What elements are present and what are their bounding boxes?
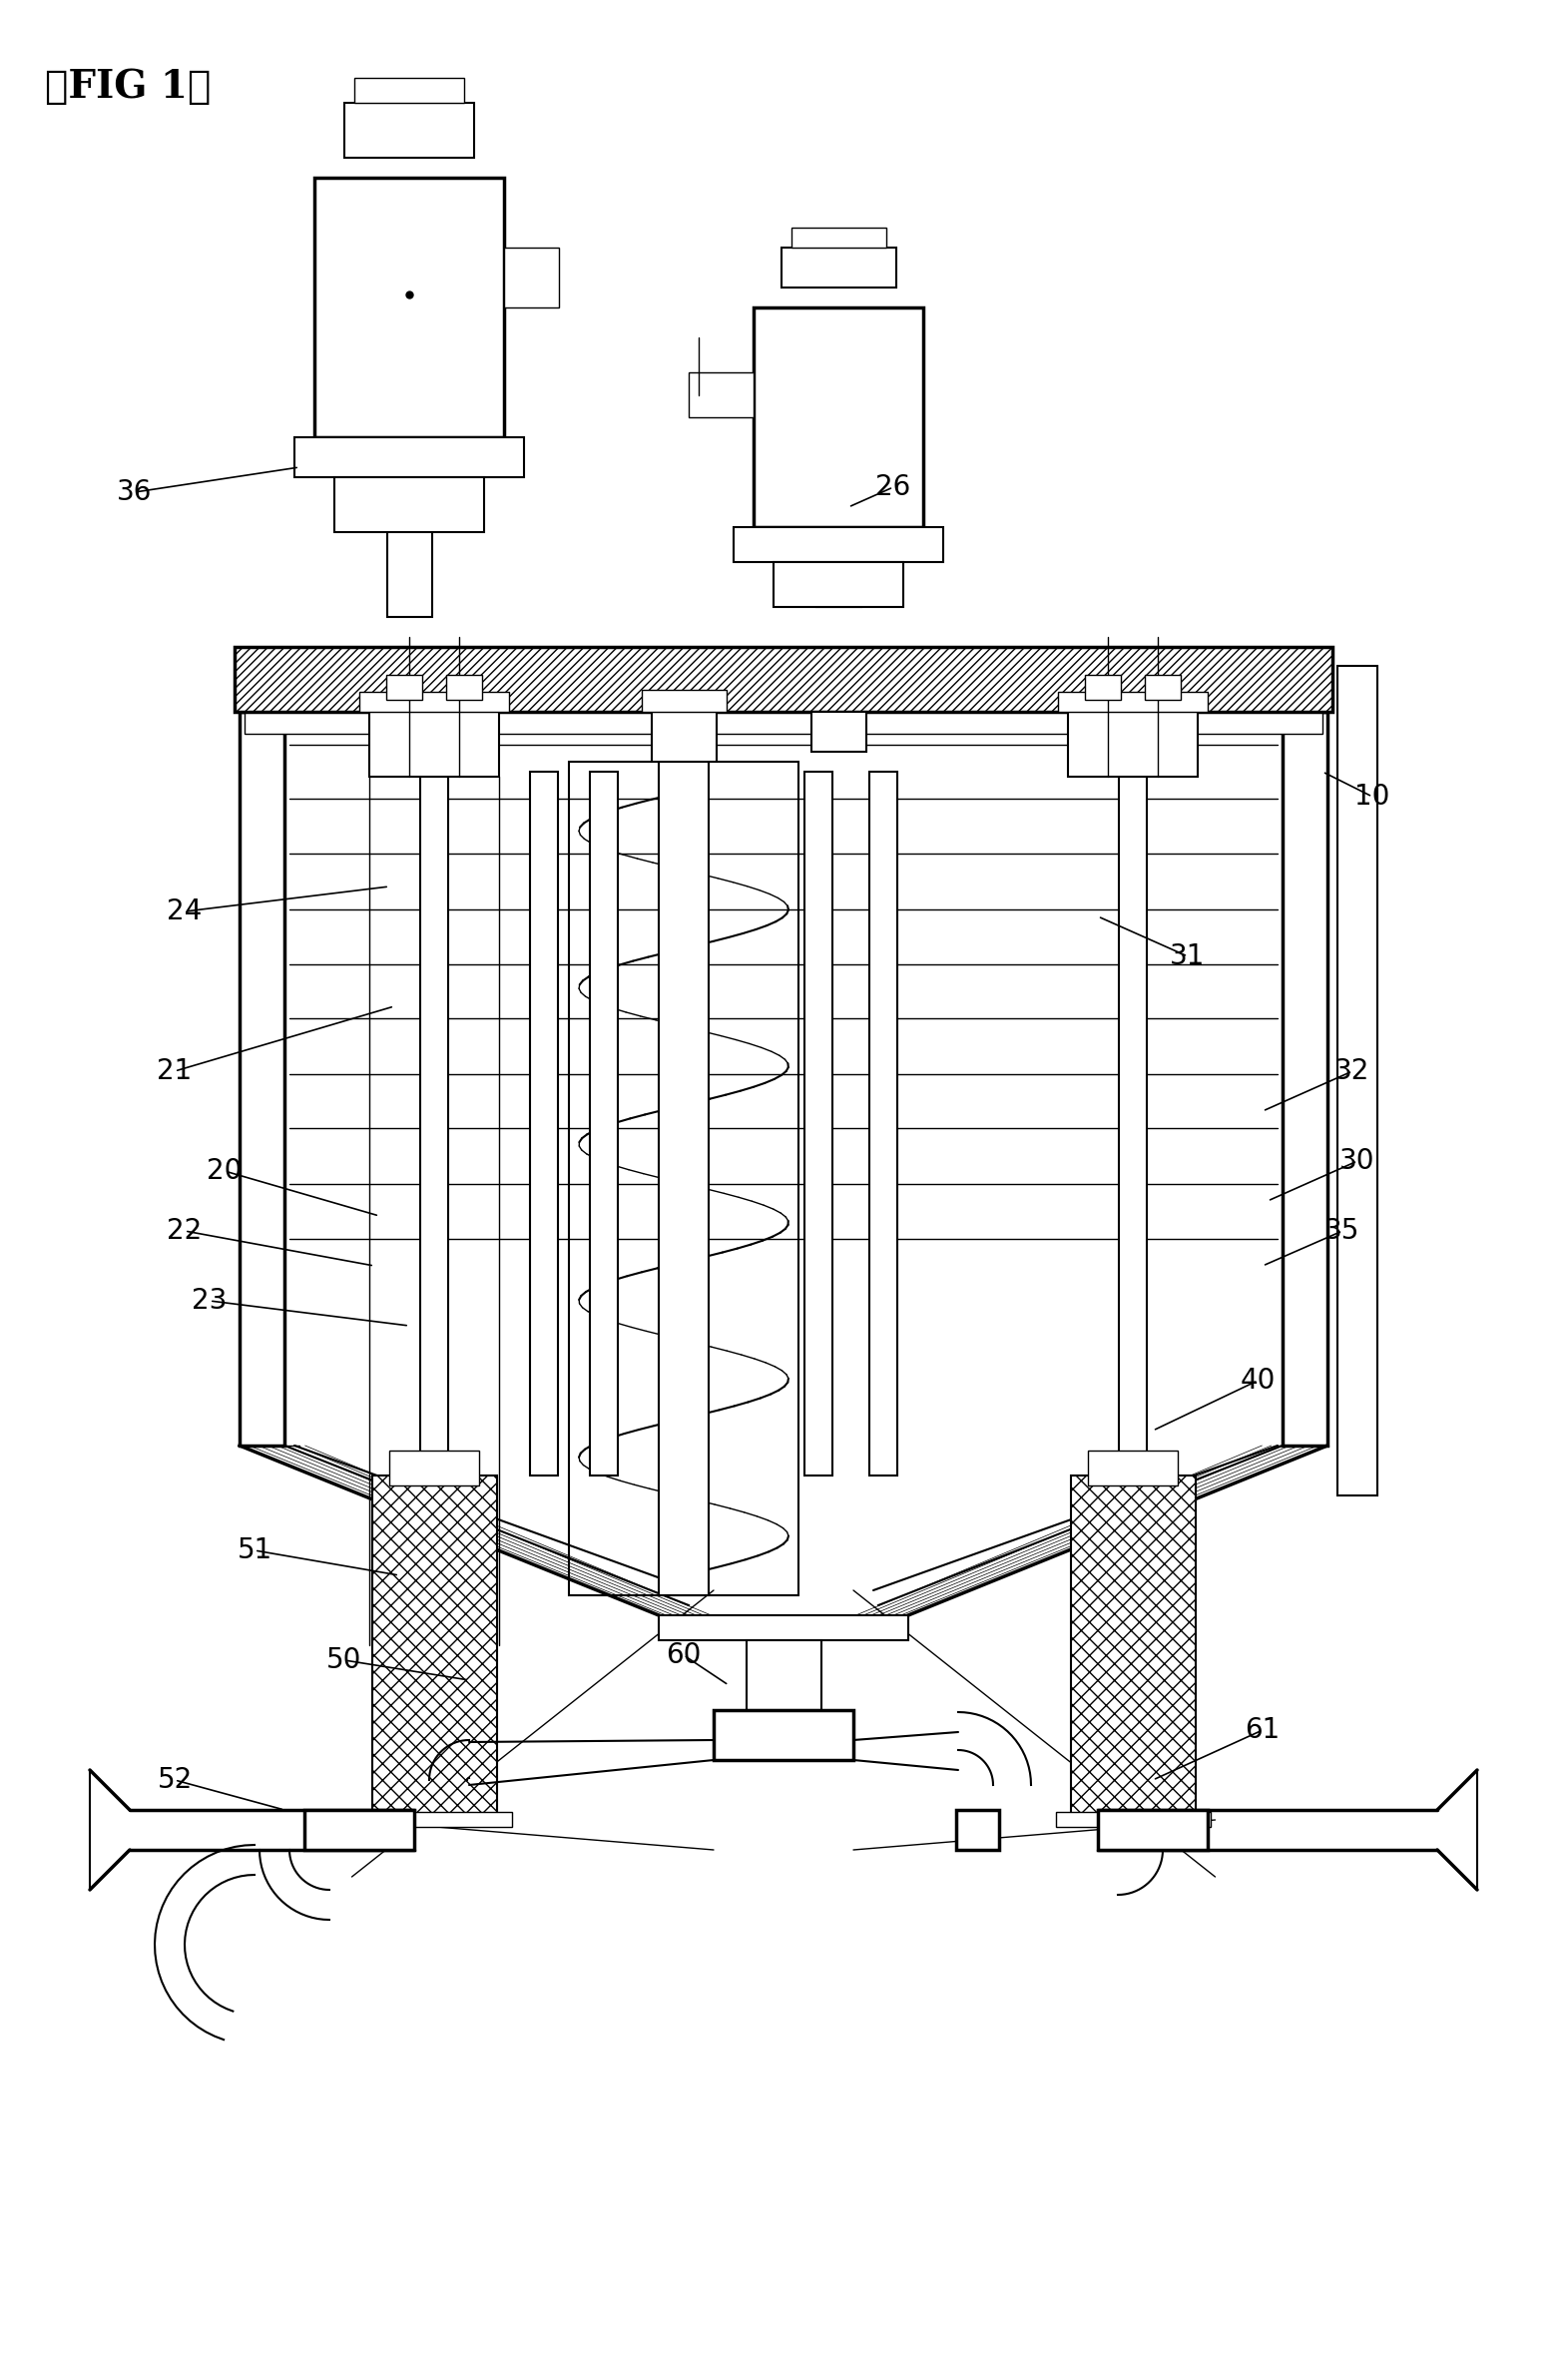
Text: 21: 21 bbox=[157, 1057, 193, 1085]
Bar bbox=[387, 478, 431, 617]
Bar bbox=[240, 712, 284, 1444]
Text: 30: 30 bbox=[1339, 1147, 1375, 1175]
Bar bbox=[804, 771, 833, 1475]
Bar bbox=[530, 771, 558, 1475]
Bar bbox=[295, 437, 524, 478]
Text: 32: 32 bbox=[1334, 1057, 1370, 1085]
Bar bbox=[370, 712, 499, 778]
Text: 35: 35 bbox=[1325, 1217, 1359, 1246]
Bar bbox=[245, 712, 1322, 733]
Bar bbox=[386, 674, 422, 700]
Bar bbox=[235, 648, 1333, 712]
Bar bbox=[659, 761, 709, 1596]
Bar bbox=[956, 1811, 999, 1851]
Bar bbox=[651, 712, 717, 761]
Bar bbox=[1145, 674, 1181, 700]
Bar bbox=[1338, 667, 1377, 1496]
Bar bbox=[334, 478, 485, 532]
Bar bbox=[688, 374, 754, 418]
Bar bbox=[1120, 778, 1146, 1475]
Text: 23: 23 bbox=[191, 1286, 227, 1314]
Bar bbox=[811, 712, 866, 752]
Bar bbox=[569, 761, 798, 1596]
Bar bbox=[641, 690, 726, 712]
Text: 【FIG 1】: 【FIG 1】 bbox=[45, 69, 212, 106]
Bar bbox=[746, 1641, 822, 1709]
Bar bbox=[790, 227, 886, 248]
Text: 52: 52 bbox=[157, 1766, 193, 1794]
Bar bbox=[869, 771, 897, 1475]
Bar bbox=[734, 527, 944, 563]
Bar bbox=[420, 778, 448, 1475]
Text: 20: 20 bbox=[207, 1156, 241, 1184]
Bar bbox=[1088, 1451, 1178, 1485]
Text: 22: 22 bbox=[168, 1217, 202, 1246]
Bar bbox=[389, 1451, 480, 1485]
Bar bbox=[372, 1475, 497, 1816]
Text: 36: 36 bbox=[118, 478, 152, 506]
Bar bbox=[713, 1709, 853, 1761]
Bar bbox=[590, 771, 618, 1475]
Bar bbox=[1283, 712, 1328, 1444]
Text: 50: 50 bbox=[326, 1645, 362, 1674]
Text: 10: 10 bbox=[1355, 782, 1389, 811]
Bar bbox=[304, 1811, 414, 1851]
Bar bbox=[359, 693, 510, 712]
Text: 40: 40 bbox=[1240, 1366, 1275, 1395]
Bar bbox=[1071, 1475, 1195, 1816]
Bar bbox=[1085, 674, 1121, 700]
Bar bbox=[503, 248, 558, 307]
Text: 26: 26 bbox=[875, 473, 911, 501]
Bar bbox=[447, 674, 481, 700]
Bar bbox=[235, 648, 1333, 712]
Bar bbox=[773, 563, 903, 608]
Bar bbox=[358, 1811, 511, 1827]
Bar bbox=[1055, 1811, 1210, 1827]
Bar bbox=[1068, 712, 1198, 778]
Bar bbox=[315, 177, 503, 437]
Bar bbox=[754, 307, 924, 527]
Bar bbox=[345, 102, 474, 158]
Text: 31: 31 bbox=[1170, 943, 1206, 969]
Text: 24: 24 bbox=[168, 898, 202, 924]
Text: 61: 61 bbox=[1245, 1716, 1279, 1745]
Bar bbox=[1098, 1811, 1207, 1851]
Bar bbox=[815, 563, 861, 608]
Text: 60: 60 bbox=[666, 1641, 701, 1669]
Bar bbox=[354, 78, 464, 102]
Bar bbox=[1058, 693, 1207, 712]
Bar bbox=[781, 248, 895, 288]
Text: 51: 51 bbox=[237, 1537, 273, 1565]
Bar bbox=[659, 1615, 908, 1641]
